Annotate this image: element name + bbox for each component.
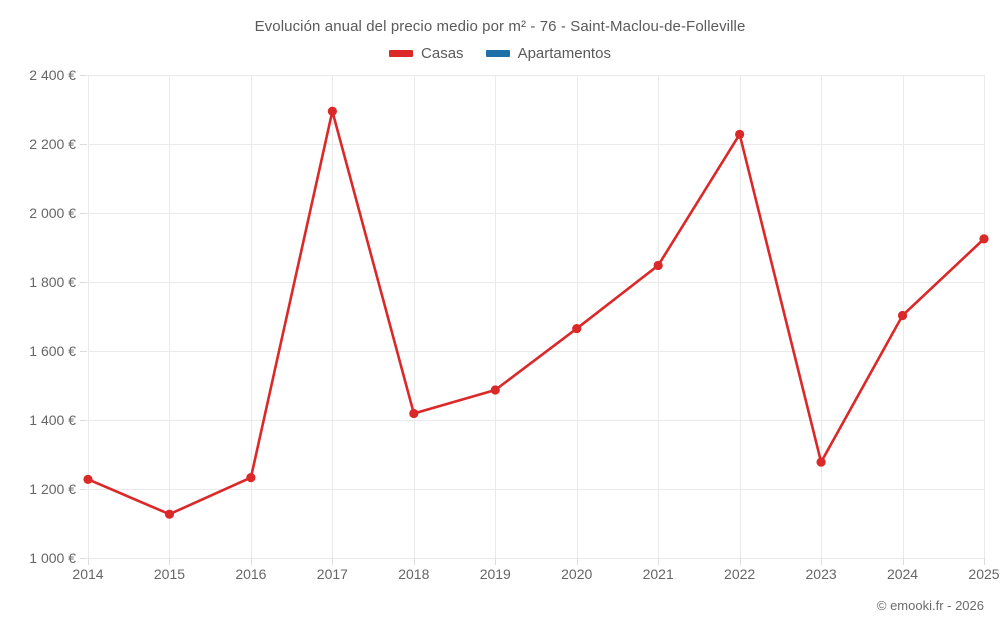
x-axis-tick xyxy=(576,558,578,565)
x-axis-tick xyxy=(902,558,904,565)
gridline-vertical xyxy=(332,75,334,558)
y-axis-tick xyxy=(80,489,87,490)
y-axis-label: 2 000 € xyxy=(29,205,76,221)
x-axis-tick xyxy=(984,558,985,565)
y-axis-tick xyxy=(80,558,87,559)
chart-title: Evolución anual del precio medio por m² … xyxy=(254,18,746,35)
gridline-vertical xyxy=(495,75,497,558)
gridline-vertical xyxy=(88,75,89,558)
x-axis-label: 2015 xyxy=(153,566,186,582)
legend-label-apartamentos: Apartamentos xyxy=(517,45,611,62)
x-axis-tick xyxy=(658,558,660,565)
legend-item-casas[interactable]: Casas xyxy=(389,45,464,62)
x-axis-label: 2018 xyxy=(398,566,430,582)
legend-item-apartamentos[interactable]: Apartamentos xyxy=(485,45,611,62)
x-axis-label: 2017 xyxy=(316,566,348,582)
gridline-horizontal xyxy=(88,351,984,352)
legend-swatch-casas xyxy=(389,50,414,57)
y-axis-label: 2 400 € xyxy=(29,67,76,83)
y-axis-label: 1 000 € xyxy=(29,550,76,566)
x-axis-tick xyxy=(739,558,741,565)
x-axis-label: 2023 xyxy=(805,566,837,582)
gridline-horizontal xyxy=(88,144,984,145)
y-axis-label: 1 400 € xyxy=(29,412,76,428)
y-axis-tick xyxy=(80,213,87,214)
y-axis-label: 2 200 € xyxy=(29,136,76,152)
gridline-horizontal xyxy=(88,75,984,76)
gridline-vertical xyxy=(739,75,741,558)
x-axis-tick xyxy=(495,558,497,565)
gridline-horizontal xyxy=(88,213,984,214)
legend-swatch-apartamentos xyxy=(485,50,510,57)
gridline-horizontal xyxy=(88,282,984,283)
plot-area xyxy=(88,75,985,559)
x-axis-label: 2019 xyxy=(479,566,511,582)
y-axis-label: 1 200 € xyxy=(29,481,76,497)
gridline-horizontal xyxy=(88,489,984,490)
x-axis-tick xyxy=(169,558,171,565)
gridline-vertical xyxy=(984,75,985,558)
gridline-vertical xyxy=(658,75,660,558)
y-axis-label: 1 600 € xyxy=(29,343,76,359)
y-axis-tick xyxy=(80,144,87,145)
y-axis-tick xyxy=(80,75,87,76)
x-axis-label: 2021 xyxy=(642,566,674,582)
x-axis-label: 2014 xyxy=(72,566,104,582)
legend-label-casas: Casas xyxy=(421,45,464,62)
gridline-horizontal xyxy=(88,558,984,559)
gridline-vertical xyxy=(413,75,415,558)
gridline-vertical xyxy=(169,75,171,558)
x-axis-tick xyxy=(413,558,415,565)
gridline-vertical xyxy=(250,75,252,558)
x-axis-tick xyxy=(332,558,334,565)
gridline-vertical xyxy=(902,75,904,558)
x-axis-label: 2016 xyxy=(235,566,267,582)
x-axis-label: 2022 xyxy=(724,566,756,582)
x-axis-label: 2020 xyxy=(561,566,593,582)
x-axis-tick xyxy=(821,558,823,565)
x-axis-tick xyxy=(88,558,89,565)
gridline-horizontal xyxy=(88,420,984,421)
y-axis-tick xyxy=(80,420,87,421)
gridline-vertical xyxy=(576,75,578,558)
y-axis-tick xyxy=(80,282,87,283)
x-axis-tick xyxy=(250,558,252,565)
y-axis-tick xyxy=(80,351,87,352)
chart-legend: Casas Apartamentos xyxy=(0,45,1000,62)
gridline-vertical xyxy=(821,75,823,558)
x-axis-label: 2025 xyxy=(968,566,1000,582)
y-axis-label: 1 800 € xyxy=(29,274,76,290)
footer-credit: © emooki.fr - 2026 xyxy=(876,598,984,613)
x-axis-label: 2024 xyxy=(886,566,919,582)
